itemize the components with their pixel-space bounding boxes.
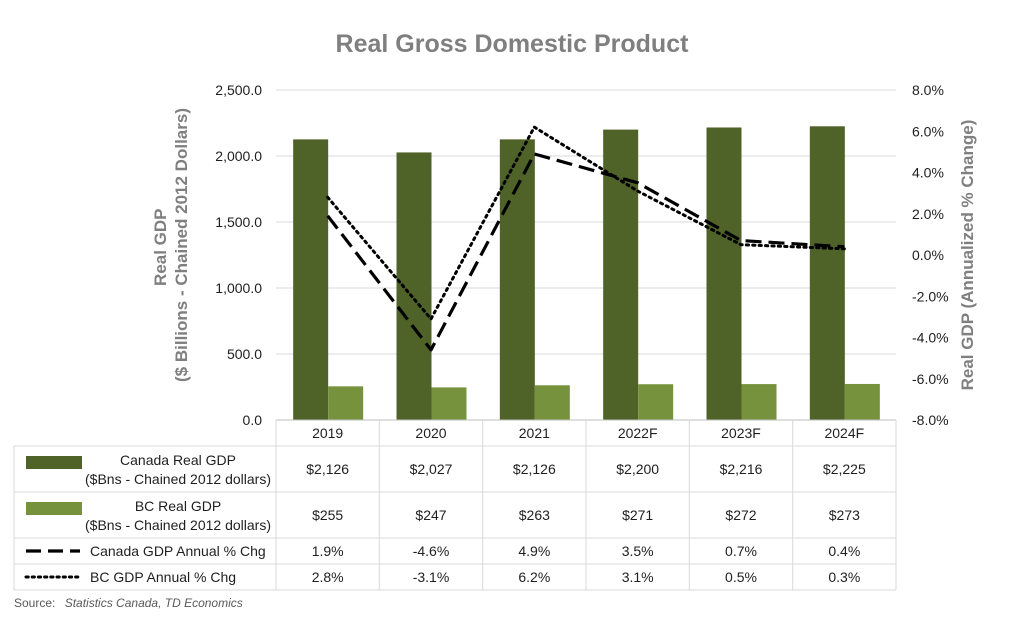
y-axis-left-title: Real GDP ($ Billions - Chained 2012 Doll… xyxy=(151,108,191,382)
source-prefix: Source: xyxy=(14,596,55,610)
legend-label-line1: Canada Real GDP xyxy=(120,452,236,468)
table-cell: 1.9% xyxy=(312,543,344,559)
bar-canada-real-gdp xyxy=(809,126,845,421)
table-cell: $263 xyxy=(519,507,550,523)
source-text: Statistics Canada, TD Economics xyxy=(65,596,243,610)
x-tick-label: 2023F xyxy=(721,425,761,441)
x-tick-label: 2024F xyxy=(824,425,864,441)
table-cell: $2,126 xyxy=(513,461,556,477)
x-tick-label: 2021 xyxy=(519,425,550,441)
source-note: Source: Statistics Canada, TD Economics xyxy=(14,596,243,610)
line-canada-gdp-change xyxy=(326,152,845,352)
legend-label: BC GDP Annual % Chg xyxy=(90,569,236,585)
bar-bc-real-gdp xyxy=(534,385,570,420)
y-left-tick-label: 1,000.0 xyxy=(215,280,262,296)
bar-canada-real-gdp xyxy=(706,127,742,420)
table-cell: 3.5% xyxy=(622,543,654,559)
table-cell: $271 xyxy=(622,507,653,523)
axes: 0.0 500.0 1,000.0 1,500.0 2,000.0 2,500.0 -8.0… xyxy=(215,82,948,441)
lines xyxy=(326,125,846,352)
table-cell: $273 xyxy=(829,507,860,523)
bar-bc-real-gdp xyxy=(431,387,467,420)
y-left-tick-label: 1,500.0 xyxy=(215,214,262,230)
y-right-tick-label: -8.0% xyxy=(912,412,949,428)
legend-label: Canada GDP Annual % Chg xyxy=(90,543,266,559)
table-cell: 0.5% xyxy=(725,569,757,585)
y-right-tick-label: -6.0% xyxy=(912,371,949,387)
y-left-tick-label: 0.0 xyxy=(243,412,263,428)
legend-label-line1: BC Real GDP xyxy=(135,498,221,514)
table-cell: $2,200 xyxy=(616,461,659,477)
table-cell: 0.4% xyxy=(828,543,860,559)
legend-label-line2: ($Bns - Chained 2012 dollars) xyxy=(85,471,271,487)
table-cell: $255 xyxy=(312,507,343,523)
table-cell: -4.6% xyxy=(413,543,450,559)
table-cell: $2,216 xyxy=(720,461,763,477)
y-right-tick-label: 2.0% xyxy=(912,206,944,222)
y-right-tick-label: 8.0% xyxy=(912,82,944,98)
table-cell: 6.2% xyxy=(518,569,550,585)
y-axis-left-title-line2: ($ Billions - Chained 2012 Dollars) xyxy=(172,108,191,382)
table-cell: 0.7% xyxy=(725,543,757,559)
y-axis-left-title-line1: Real GDP xyxy=(151,209,170,286)
bar-bc-real-gdp xyxy=(328,386,364,420)
table-cell: 0.3% xyxy=(828,569,860,585)
x-tick-label: 2020 xyxy=(415,425,446,441)
gridlines xyxy=(276,89,896,421)
line-bc-gdp-change xyxy=(326,125,846,321)
legend-key-bar xyxy=(26,456,82,469)
chart-title: Real Gross Domestic Product xyxy=(336,30,690,58)
table-cell: $272 xyxy=(725,507,756,523)
table-cell: $2,225 xyxy=(823,461,866,477)
table-cell: $247 xyxy=(415,507,446,523)
x-tick-label: 2022F xyxy=(618,425,658,441)
y-left-tick-label: 2,500.0 xyxy=(215,82,262,98)
y-left-tick-label: 2,000.0 xyxy=(215,148,262,164)
table-cell: 2.8% xyxy=(312,569,344,585)
bar-bc-real-gdp xyxy=(638,384,674,420)
table-cell: $2,027 xyxy=(410,461,453,477)
legend-key-bar xyxy=(26,502,82,515)
table-cell: $2,126 xyxy=(306,461,349,477)
legend-label-line2: ($Bns - Chained 2012 dollars) xyxy=(85,517,271,533)
table-cell: -3.1% xyxy=(413,569,450,585)
bar-bc-real-gdp xyxy=(741,384,777,420)
y-left-tick-label: 500.0 xyxy=(227,346,262,362)
y-axis-right-title: Real GDP (Annualized % Change) xyxy=(958,120,977,391)
bars xyxy=(293,126,880,421)
bar-canada-real-gdp xyxy=(603,129,639,420)
x-tick-label: 2019 xyxy=(312,425,343,441)
y-right-tick-label: 4.0% xyxy=(912,165,944,181)
table-cell: 3.1% xyxy=(622,569,654,585)
bar-canada-real-gdp xyxy=(293,139,329,421)
data-table: Canada Real GDP ($Bns - Chained 2012 doll… xyxy=(13,420,897,591)
y-right-tick-label: -2.0% xyxy=(912,288,949,304)
y-right-tick-label: 6.0% xyxy=(912,123,944,139)
table-cell: 4.9% xyxy=(518,543,550,559)
y-right-tick-label: 0.0% xyxy=(912,247,944,263)
y-right-tick-label: -4.0% xyxy=(912,330,949,346)
bar-bc-real-gdp xyxy=(844,383,880,420)
